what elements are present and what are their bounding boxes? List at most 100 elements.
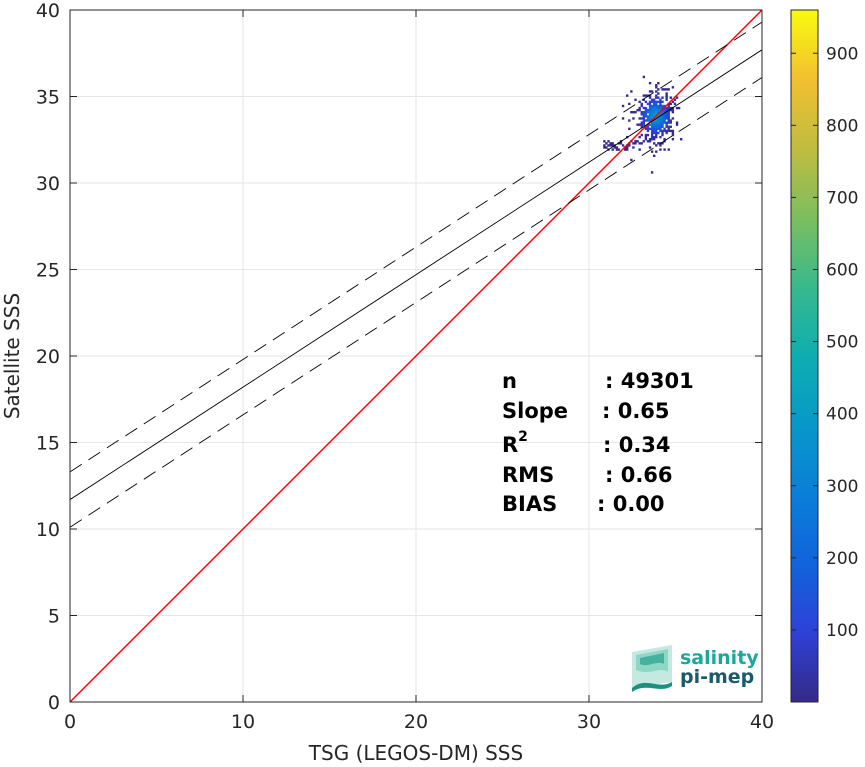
density-cell [636,108,639,112]
density-cell [611,148,614,151]
density-cell [636,140,639,143]
density-cell [663,111,666,114]
density-cell [640,111,643,114]
density-cell [621,117,625,120]
density-cell [617,148,621,151]
density-cell [611,142,614,145]
density-cell [607,144,610,147]
colorbar-tick-label: 600 [826,261,858,281]
density-cell [642,121,646,124]
density-cell [655,113,658,116]
density-cell [650,113,654,116]
density-cell [648,117,652,120]
density-cell [657,100,660,104]
density-cell [655,100,658,104]
density-cell [675,123,679,126]
density-cell [638,135,641,139]
density-cell [644,113,648,116]
density-cell [640,133,643,137]
density-cell [619,142,623,145]
density-cell [657,111,660,114]
density-cell [621,144,625,147]
stat-label-superscript: 2 [518,429,528,445]
density-cell [657,106,660,110]
density-cell [626,148,629,151]
density-cell [615,146,619,149]
density-cell [655,150,658,153]
density-cell [661,125,664,128]
density-cell [603,140,606,143]
density-cell [665,117,668,120]
density-cell [655,133,658,137]
y-tick-label: 5 [48,606,60,628]
stat-label: RMS [502,463,554,487]
y-tick-label: 40 [36,0,60,22]
density-cell [642,106,646,110]
density-cell [665,98,668,101]
density-cell [650,108,654,112]
density-cell [659,117,662,120]
density-cell [655,84,658,87]
density-cell [642,113,646,116]
x-tick-label: 10 [231,711,255,733]
density-cell [646,127,650,131]
density-cell [634,111,637,114]
density-cell [638,123,641,126]
density-cell [665,106,668,110]
x-tick-label: 40 [750,711,774,733]
density-cell [657,123,660,126]
density-cell [655,144,658,147]
density-cell [663,129,666,133]
density-cell [659,102,662,106]
density-cell [659,119,662,122]
density-cell [646,94,650,97]
y-tick-label: 0 [48,692,60,714]
density-cell [661,142,664,145]
density-cell [644,127,648,131]
density-cell [644,108,648,112]
density-cell [650,98,654,101]
density-cell [617,142,621,145]
density-cell [650,171,654,174]
colorbar-tick-label: 500 [826,333,858,353]
density-cell [657,121,660,124]
logo-icon [632,645,672,692]
density-cell [628,144,631,147]
density-cell [655,96,658,99]
density-cell [646,117,650,120]
density-cell [661,117,664,120]
density-cell [640,125,643,128]
density-cell [644,100,648,104]
density-cell [655,94,658,97]
density-cell [646,140,650,143]
density-cell [615,148,619,151]
density-cell [665,113,668,116]
stats-box: n: 49301 Slope: 0.65 R2: 0.34 RMS: 0.66 BIAS… [502,369,694,516]
density-cell [650,129,654,133]
density-cell [661,121,664,124]
density-cell [663,138,666,141]
y-tick-label: 15 [36,433,60,455]
density-cell [650,135,654,139]
density-cell [663,88,666,91]
x-axis-label: TSG (LEGOS-DM) SSS [308,741,523,765]
stat-label: R2 [502,429,528,457]
density-cell [650,106,654,110]
density-cell [653,127,656,131]
density-cell [663,117,666,120]
density-cell [632,111,635,114]
colorbar-ticks: 100 200 300 400 500 600 700 800 900 [791,44,858,641]
x-tick-label: 20 [404,711,428,733]
density-cell [653,142,656,145]
density-cell [663,108,666,112]
density-cell [648,140,652,143]
density-cell [655,129,658,133]
density-cell [659,113,662,116]
density-cell [663,121,666,124]
axis-ticks: 0 10 20 30 40 0 5 10 15 20 25 30 35 40 [36,0,774,733]
density-cell [605,146,608,149]
density-cell [623,148,627,151]
density-cell [655,127,658,131]
density-cell [644,119,648,122]
density-cell [650,150,654,153]
